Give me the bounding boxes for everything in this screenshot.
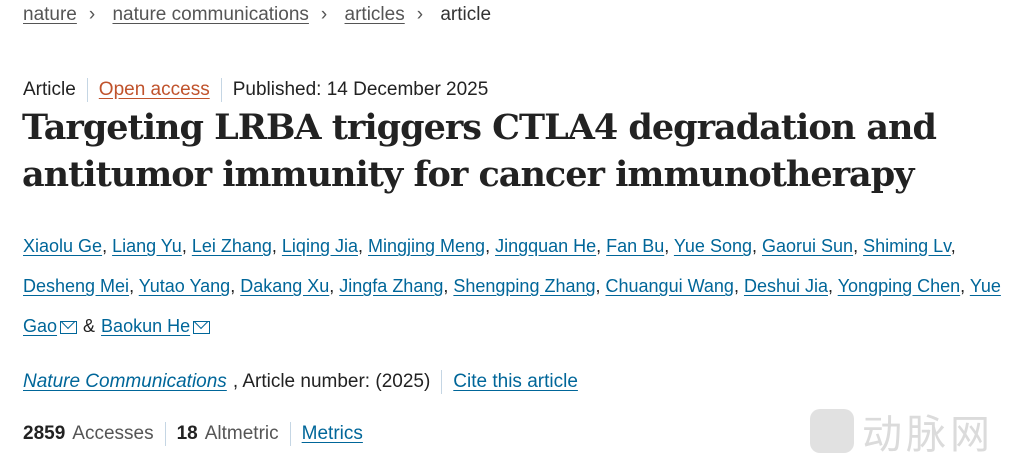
author-link[interactable]: Deshui Jia [743, 276, 828, 296]
author-link[interactable]: Jingquan He [495, 236, 597, 256]
watermark-text: 动脉网 [862, 413, 994, 457]
authors-and: & [83, 316, 96, 336]
divider [441, 370, 443, 394]
published-date: Published: 14 December 2025 [232, 79, 489, 100]
metrics-link[interactable]: Metrics [301, 423, 363, 444]
email-icon[interactable] [193, 320, 211, 334]
article-number: , Article number: (2025) [232, 371, 431, 392]
author-link[interactable]: Yue Gao [23, 276, 1001, 336]
author-link[interactable]: Fan Bu [606, 236, 665, 256]
author-link[interactable]: Yongping Chen [837, 276, 961, 296]
chevron-right-icon: › [416, 4, 424, 25]
author-link[interactable]: Yue Song [673, 236, 752, 256]
article-metrics: 2859 Accesses 18 Altmetric Metrics [23, 422, 363, 446]
author-link[interactable]: Desheng Mei [23, 276, 130, 296]
open-access-link[interactable]: Open access [98, 79, 210, 100]
altmetric-label: Altmetric [204, 423, 279, 444]
author-link[interactable]: Xiaolu Ge [23, 236, 103, 256]
author-link[interactable]: Baokun He [101, 316, 191, 336]
journal-link[interactable]: Nature Communications [23, 371, 227, 392]
author-list: Xiaolu Ge, Liang Yu, Lei Zhang, Liqing J… [23, 236, 1001, 336]
watermark-logo-icon [810, 409, 854, 453]
author-link[interactable]: Shengping Zhang [453, 276, 596, 296]
cite-this-article-link[interactable]: Cite this article [453, 371, 578, 392]
chevron-right-icon: › [88, 4, 96, 25]
divider [289, 422, 291, 446]
journal-info: Nature Communications , Article number: … [23, 370, 578, 394]
breadcrumb: nature › nature communications › articles ›… [23, 4, 491, 26]
author-link[interactable]: Jingfa Zhang [339, 276, 444, 296]
author-link[interactable]: Dakang Xu [240, 276, 330, 296]
author-link[interactable]: Liang Yu [112, 236, 182, 256]
divider [220, 78, 222, 102]
author-link[interactable]: Liqing Jia [281, 236, 358, 256]
breadcrumb-nature[interactable]: nature [23, 4, 77, 25]
chevron-right-icon: › [320, 4, 328, 25]
breadcrumb-nature-communications[interactable]: nature communications [112, 4, 309, 25]
page-title: Targeting LRBA triggers CTLA4 degradatio… [22, 107, 937, 195]
email-icon[interactable] [60, 320, 78, 334]
author-link[interactable]: Lei Zhang [191, 236, 272, 256]
author-link[interactable]: Yutao Yang [138, 276, 231, 296]
breadcrumb-current: article [440, 4, 492, 25]
divider [164, 422, 166, 446]
article-type: Article [23, 79, 76, 100]
divider [86, 78, 88, 102]
breadcrumb-articles[interactable]: articles [344, 4, 405, 25]
watermark: 动脉网 [810, 402, 994, 460]
article-meta: Article Open access Published: 14 Decemb… [23, 78, 488, 102]
author-link[interactable]: Gaorui Sun [762, 236, 854, 256]
accesses-label: Accesses [72, 423, 154, 444]
author-link[interactable]: Shiming Lv [863, 236, 951, 256]
altmetric-count: 18 [176, 423, 198, 444]
author-link[interactable]: Chuangui Wang [605, 276, 734, 296]
author-link[interactable]: Mingjing Meng [368, 236, 486, 256]
accesses-count: 2859 [23, 423, 66, 444]
